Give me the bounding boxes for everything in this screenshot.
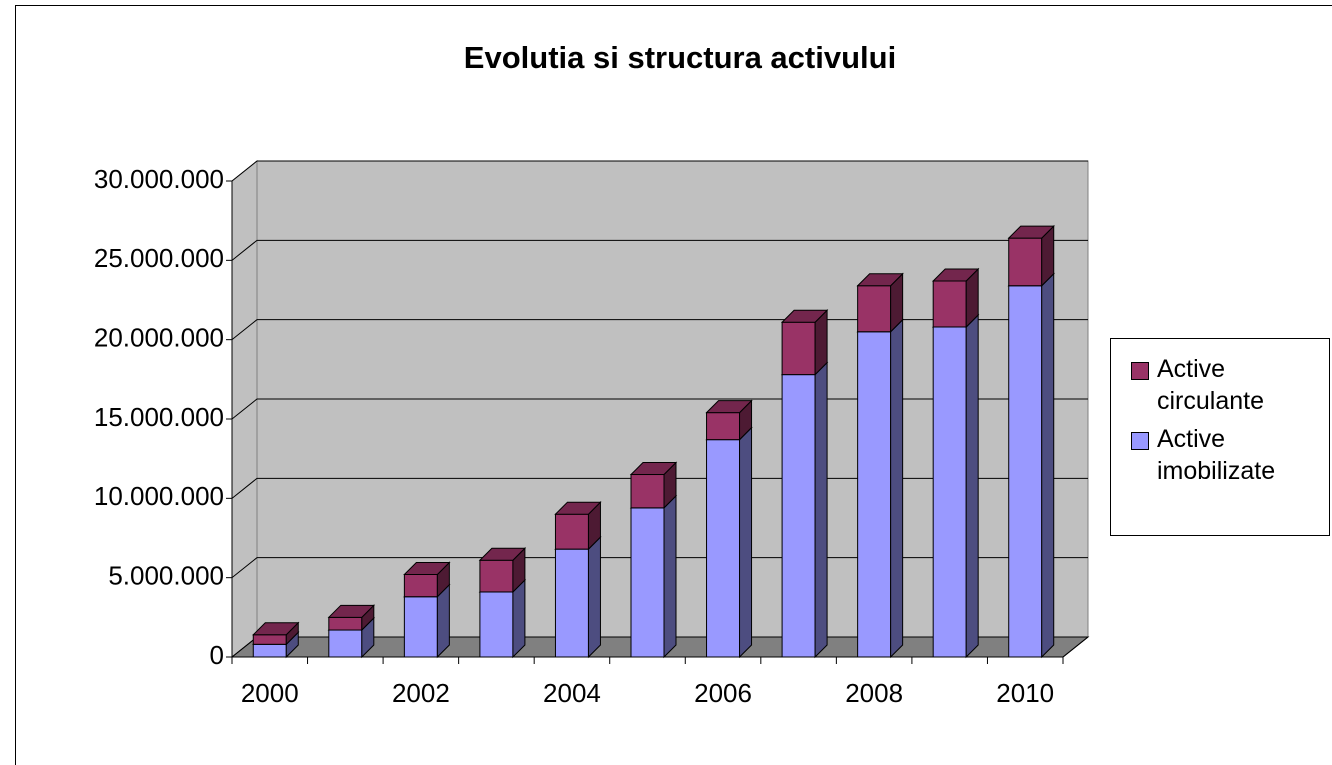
grid-line <box>231 160 1088 182</box>
y-tick-label: 30.000.000 <box>94 164 224 194</box>
bar-segment <box>856 318 904 659</box>
bar-segment <box>1007 224 1055 287</box>
bar-front <box>857 285 892 333</box>
bar-segment <box>554 535 602 659</box>
bar-front <box>403 596 438 658</box>
bar-segment <box>327 604 376 632</box>
bar-segment <box>554 500 602 551</box>
y-tick-label: 5.000.000 <box>108 561 224 591</box>
bar-front <box>252 634 287 645</box>
bar-front <box>706 412 741 441</box>
bar-segment <box>403 561 451 598</box>
x-tick-label: 2002 <box>392 678 450 708</box>
x-tick-label: 2010 <box>996 678 1054 708</box>
legend-label: Active imobilizate <box>1157 425 1276 485</box>
bar-top <box>629 462 678 476</box>
y-tick-label: 25.000.000 <box>94 243 224 273</box>
y-tick-label: 15.000.000 <box>94 402 224 432</box>
bar-segment <box>629 494 678 659</box>
bar-top <box>554 501 602 515</box>
x-tick-label: 2004 <box>543 678 601 708</box>
bar-top <box>403 561 451 575</box>
bar-side <box>890 318 904 659</box>
x-tick-label: 2008 <box>845 678 903 708</box>
bar-front <box>328 629 363 658</box>
y-tick-label: 0 <box>210 640 224 670</box>
bar-side <box>512 578 526 659</box>
bar-side <box>965 313 979 659</box>
legend-swatch <box>1131 362 1149 380</box>
bar-side <box>814 361 828 659</box>
bar-segment <box>780 361 829 659</box>
bar-front <box>252 643 287 658</box>
bar-side <box>587 535 601 659</box>
bar-top <box>780 309 829 323</box>
bar-front <box>932 280 967 328</box>
bar-side <box>739 426 753 659</box>
bar-segment <box>780 309 829 376</box>
bar-front <box>781 374 816 658</box>
bar-top <box>1007 225 1055 239</box>
bar-segment <box>629 461 678 510</box>
legend-label: Active circulante <box>1157 355 1264 415</box>
bar-top <box>931 268 980 282</box>
y-tick-label: 10.000.000 <box>94 481 224 511</box>
y-tick-label: 20.000.000 <box>94 323 224 353</box>
legend-item: Active circulante <box>1131 353 1329 417</box>
bar-segment <box>252 621 300 646</box>
bar-segment <box>705 426 753 659</box>
bar-front <box>932 326 967 658</box>
bar-segment <box>931 267 980 329</box>
bar-side <box>663 494 677 659</box>
floor-edge <box>1062 636 1089 658</box>
grid-line <box>231 239 1088 261</box>
chart-title: Evolutia si structura activului <box>464 40 896 75</box>
bar-segment <box>1007 272 1055 659</box>
bar-top <box>856 273 904 287</box>
bar-front <box>403 573 438 598</box>
bar-front <box>706 439 741 658</box>
bar-front <box>781 321 816 376</box>
bar-front <box>479 591 514 658</box>
bar-top <box>705 400 753 414</box>
bar-front <box>1008 237 1043 287</box>
bar-front <box>554 513 589 550</box>
bar-front <box>857 331 892 658</box>
bar-segment <box>478 578 527 659</box>
bar-top <box>252 622 300 636</box>
legend: Active circulante Active imobilizate <box>1110 338 1330 536</box>
bar-front <box>630 474 665 509</box>
legend-swatch <box>1131 432 1149 450</box>
bar-top <box>327 604 376 618</box>
x-tick-label: 2006 <box>694 678 752 708</box>
bar-segment <box>856 272 904 333</box>
bar-segment <box>931 313 980 659</box>
legend-item: Active imobilizate <box>1131 423 1329 487</box>
bar-front <box>1008 285 1043 658</box>
bar-top <box>478 547 527 561</box>
bar-front <box>328 616 363 631</box>
bar-side <box>1041 272 1055 659</box>
bar-front <box>630 507 665 658</box>
bar-front <box>554 548 589 658</box>
bar-segment <box>705 399 753 441</box>
bar-front <box>479 559 514 593</box>
x-tick-label: 2000 <box>241 678 299 708</box>
bar-segment <box>478 547 527 594</box>
